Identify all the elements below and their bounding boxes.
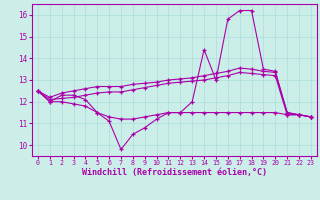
X-axis label: Windchill (Refroidissement éolien,°C): Windchill (Refroidissement éolien,°C) [82,168,267,177]
